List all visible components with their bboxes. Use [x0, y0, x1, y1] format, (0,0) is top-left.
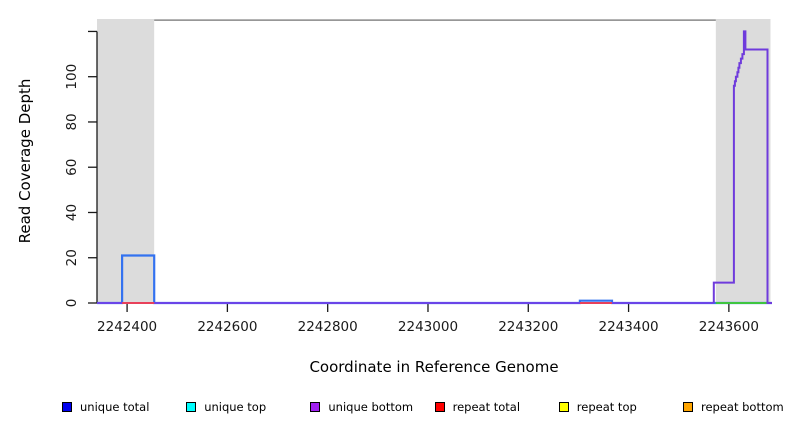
- legend-label: repeat top: [576, 400, 637, 414]
- x-tick-label: 2242600: [197, 319, 257, 335]
- legend-item-repeat-top: repeat top: [558, 398, 637, 416]
- legend-item-unique-total: unique total: [62, 398, 149, 416]
- legend-label: unique bottom: [328, 400, 414, 414]
- legend-label: repeat total: [452, 400, 521, 414]
- series-unique-total: [97, 254, 772, 305]
- legend-item-repeat-total: repeat total: [434, 398, 521, 416]
- left-repeat-region: [97, 19, 155, 303]
- y-tick-label: 20: [64, 249, 80, 266]
- x-tick-label: 2243400: [599, 319, 659, 335]
- legend-swatch-repeat-bottom: [683, 402, 693, 412]
- axes: 0 20 40 60 80 100 2242400 2242600 2242800 2243000…: [64, 30, 759, 335]
- x-tick-label: 2243000: [398, 319, 458, 335]
- y-tick-label: 100: [64, 64, 80, 90]
- legend-label: repeat bottom: [701, 400, 784, 414]
- y-tick-label: 40: [64, 204, 80, 221]
- legend-label: unique top: [204, 400, 267, 414]
- plot-canvas: 0 20 40 60 80 100 2242400 2242600 2242800 2243000…: [16, 19, 772, 376]
- y-tick-label: 80: [64, 113, 80, 130]
- y-tick-label: 60: [64, 159, 80, 176]
- legend-item-unique-bottom: unique bottom: [310, 398, 413, 416]
- legend-swatch-unique-bottom: [310, 402, 321, 412]
- x-tick-label: 2242400: [97, 319, 157, 335]
- repeat-region-shading: [97, 19, 771, 303]
- coverage-series: [97, 30, 772, 305]
- legend-swatch-unique-total: [62, 402, 72, 412]
- x-tick-label: 2242800: [298, 319, 358, 335]
- x-axis-title: Coordinate in Reference Genome: [309, 358, 558, 376]
- legend: unique total unique top unique bottom repea…: [0, 398, 792, 418]
- legend-label: unique total: [80, 400, 150, 414]
- x-tick-label: 2243200: [498, 319, 558, 335]
- right-repeat-region: [715, 19, 771, 303]
- legend-swatch-repeat-top: [558, 402, 569, 412]
- y-tick-label: 0: [64, 299, 80, 308]
- y-axis-title: Read Coverage Depth: [16, 79, 34, 244]
- legend-swatch-repeat-total: [434, 402, 445, 412]
- legend-swatch-unique-top: [186, 402, 197, 412]
- x-tick-label: 2243600: [699, 319, 759, 335]
- series-unique-bottom: [712, 30, 772, 304]
- legend-item-unique-top: unique top: [186, 398, 266, 416]
- legend-item-repeat-bottom: repeat bottom: [683, 398, 784, 416]
